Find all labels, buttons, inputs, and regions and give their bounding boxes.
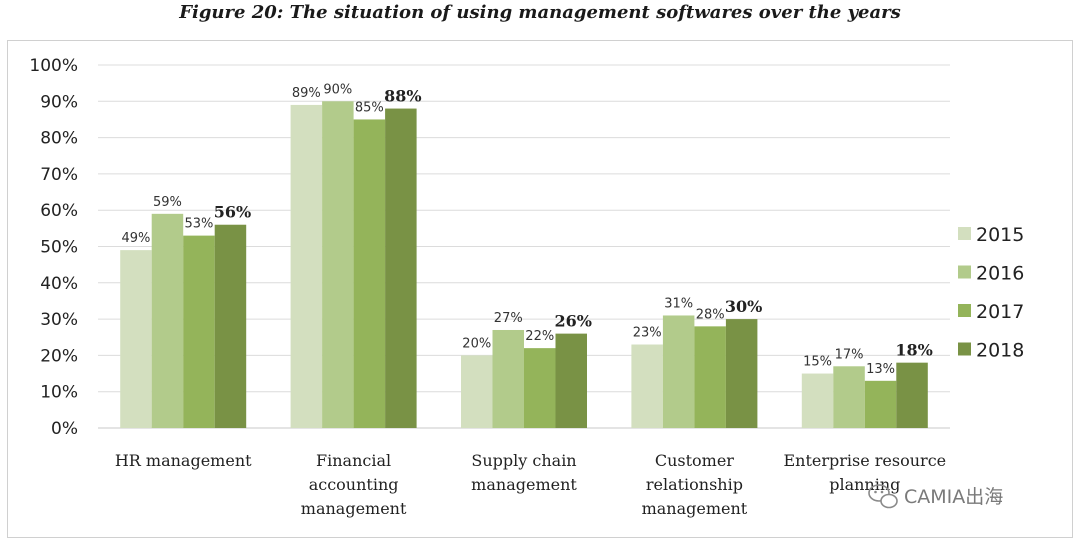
x-category-label: relationship: [646, 475, 743, 494]
bar: [322, 101, 354, 429]
data-label: 18%: [895, 341, 932, 360]
legend-swatch: [958, 227, 971, 240]
data-label: 17%: [835, 347, 864, 362]
bar: [694, 326, 726, 428]
legend-label: 2015: [976, 224, 1024, 246]
bar: [385, 108, 417, 428]
chart-title: Figure 20: The situation of using manage…: [179, 2, 901, 23]
data-label: 85%: [355, 100, 384, 115]
y-tick-label: 90%: [40, 92, 78, 112]
y-tick-label: 50%: [40, 238, 78, 258]
x-category-label: planning: [829, 475, 900, 494]
data-label: 23%: [633, 326, 662, 341]
legend-label: 2016: [976, 263, 1024, 285]
bar: [725, 319, 758, 428]
bar: [353, 119, 386, 428]
bar: [864, 380, 897, 428]
y-tick-label: 70%: [40, 165, 78, 185]
y-tick-label: 40%: [40, 274, 78, 294]
x-category-label: HR management: [115, 451, 252, 470]
x-category-label: Supply chain: [471, 451, 576, 470]
bar: [631, 344, 663, 428]
wechat-icon: [868, 484, 898, 509]
y-tick-label: 100%: [29, 56, 78, 76]
data-label: 30%: [725, 297, 762, 316]
legend-label: 2018: [976, 340, 1024, 362]
bar: [183, 235, 215, 428]
y-tick-label: 80%: [40, 129, 78, 149]
legend-swatch: [958, 265, 971, 279]
watermark: CAMIA出海: [868, 484, 1003, 509]
x-category-label: Customer: [655, 451, 734, 470]
x-category-label: management: [642, 499, 748, 518]
legend-swatch: [958, 304, 971, 317]
y-tick-label: 30%: [40, 310, 78, 330]
watermark-text: CAMIA出海: [904, 486, 1003, 508]
data-label: 59%: [153, 195, 182, 210]
data-label: 20%: [462, 336, 491, 351]
bar: [801, 373, 834, 428]
bar: [833, 366, 865, 428]
bar: [461, 355, 493, 428]
bar: [151, 213, 184, 428]
data-label: 28%: [696, 307, 725, 322]
data-labels: 49%59%53%56%89% 90%85%88%20%27%22%26%23%3…: [121, 82, 932, 377]
x-axis: HR management Financial accounting manageme…: [115, 451, 946, 518]
x-category-label: Enterprise resource: [783, 451, 946, 470]
bar: [662, 315, 695, 428]
y-axis: 0% 10% 20% 30% 40% 50% 60% 70% 80% 90% 100%: [29, 56, 78, 439]
bar: [896, 362, 928, 428]
bar: [120, 250, 152, 428]
data-label: 27%: [494, 311, 523, 326]
data-label: 56%: [214, 203, 251, 222]
data-label: 90%: [323, 82, 352, 97]
legend: 2015 2016 2017 2018: [958, 224, 1024, 362]
y-tick-label: 60%: [40, 201, 78, 221]
data-label: 15%: [803, 355, 832, 370]
y-tick-label: 0%: [51, 419, 78, 439]
bars: [120, 101, 928, 429]
x-category-label: management: [471, 475, 577, 494]
data-label: 49%: [121, 231, 150, 246]
bar: [492, 329, 524, 428]
bar: [555, 333, 587, 428]
data-label: 89%: [292, 86, 321, 101]
x-category-label: management: [301, 499, 407, 518]
y-tick-label: 20%: [40, 346, 78, 366]
bar: [524, 348, 556, 428]
data-label: 22%: [525, 329, 554, 344]
data-label: 13%: [866, 362, 895, 377]
x-category-label: accounting: [309, 475, 399, 494]
bar: [290, 104, 323, 429]
legend-label: 2017: [976, 301, 1024, 323]
legend-swatch: [958, 342, 971, 356]
data-label: 26%: [555, 312, 592, 331]
y-tick-label: 10%: [40, 383, 78, 403]
bar: [214, 224, 247, 428]
data-label: 31%: [664, 296, 693, 311]
data-label: 53%: [184, 217, 213, 232]
data-label: 88%: [384, 87, 421, 106]
x-category-label: Financial: [316, 451, 391, 470]
